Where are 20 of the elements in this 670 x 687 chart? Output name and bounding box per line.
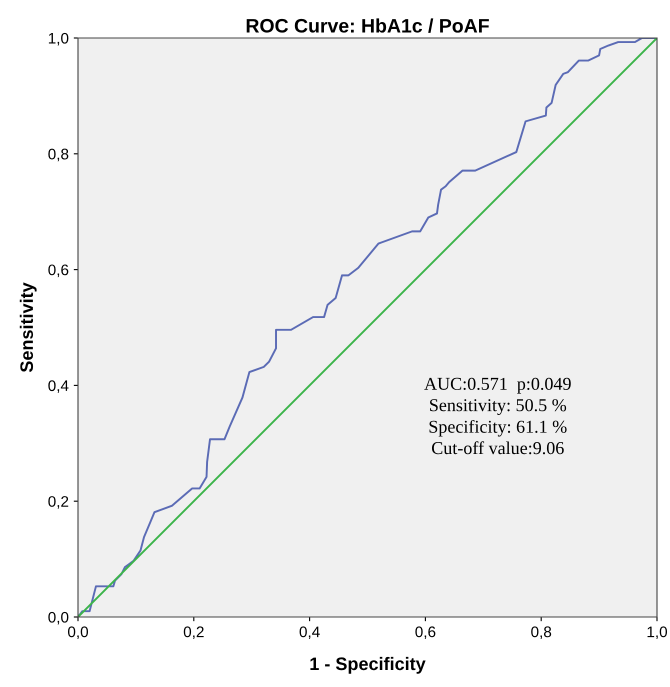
annotation: Sensitivity: 50.5 % [430, 399, 566, 416]
x-tick-label: 0,0 [68, 626, 88, 640]
x-tick-label: 0,6 [415, 626, 436, 640]
annotation: AUC:0.571 p:0.049 [424, 378, 571, 394]
x-tick-label: 0,8 [531, 626, 552, 640]
y-axis-title: Sensitivity [20, 282, 37, 372]
y-tick-label: 0,4 [48, 380, 69, 393]
x-tick-label: 1,0 [648, 626, 668, 640]
chart-title: ROC Curve: HbA1c / PoAF [246, 18, 489, 33]
y-tick-label: 0,0 [48, 612, 68, 624]
y-tick-label: 0,6 [48, 264, 68, 278]
line-series [78, 38, 657, 617]
x-tick-label: 0,4 [300, 626, 320, 640]
y-tick-label: 1,0 [48, 32, 68, 46]
x-axis-title: 1 - Specificity [310, 656, 426, 674]
annotation: Cut-off value:9.06 [432, 441, 564, 454]
annotation: Specificity: 61.1 % [430, 420, 567, 437]
y-tick-label: 0,2 [48, 496, 68, 509]
x-tick-label: 0,2 [184, 626, 204, 640]
y-tick-label: 0,8 [48, 148, 68, 162]
